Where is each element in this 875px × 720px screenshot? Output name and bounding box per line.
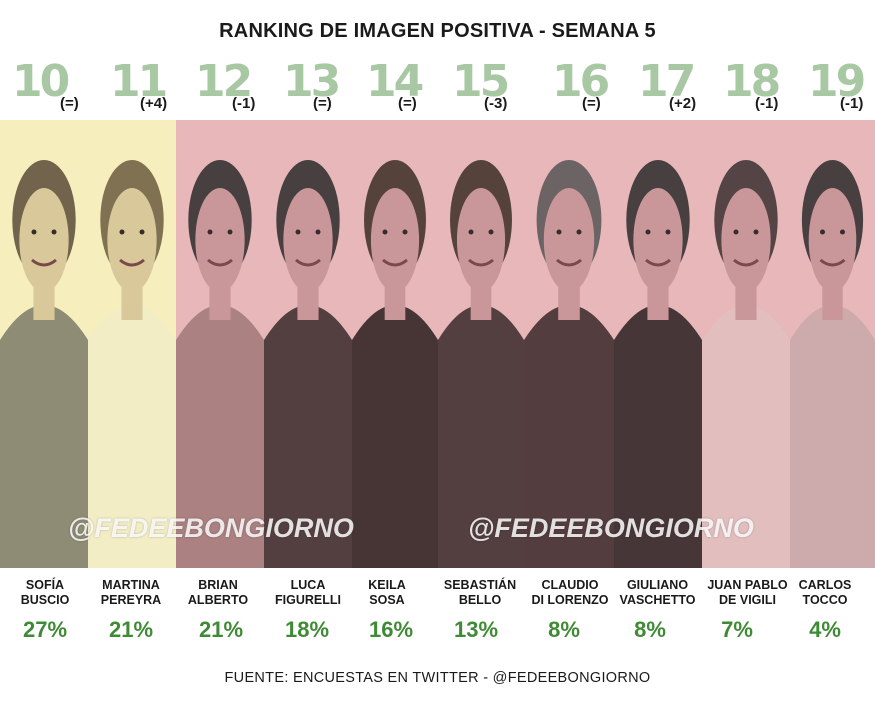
participant-last-name: DI LORENZO — [531, 593, 609, 607]
rank-number: 16 — [552, 56, 610, 107]
rank-change: (-1) — [840, 95, 864, 112]
rank-number: 17 — [638, 56, 696, 107]
participant-name: BRIAN ALBERTO — [183, 578, 253, 608]
participant-percent: 7% — [721, 617, 753, 642]
participant-photo — [352, 120, 438, 568]
watermark-right: @FEDEEBONGIORNO — [468, 513, 754, 543]
rank-number: 19 — [808, 56, 866, 107]
participant-photo — [0, 120, 88, 568]
rank-number: 14 — [366, 56, 424, 107]
participant-photo — [614, 120, 702, 568]
participant-first-name: BRIAN — [198, 578, 238, 592]
rank-change: (=) — [398, 95, 417, 112]
participant-last-name: ALBERTO — [187, 593, 249, 607]
participant-percent: 8% — [634, 617, 666, 642]
participant-last-name: DE VIGILI — [719, 593, 776, 607]
participant-percent: 8% — [548, 617, 580, 642]
rank-change: (+2) — [669, 95, 697, 112]
participant-name: JUAN PABLO DE VIGILI — [700, 578, 795, 608]
participant-photo — [88, 120, 176, 568]
participant-photo — [790, 120, 875, 568]
rank-number: 10 — [12, 56, 70, 107]
rank-number: 18 — [723, 56, 781, 107]
participant-last-name: SOSA — [369, 593, 405, 607]
participant-percent: 16% — [368, 617, 414, 642]
rank-change: (-1) — [232, 95, 256, 112]
participant-photo — [264, 120, 352, 568]
page-title: RANKING DE IMAGEN POSITIVA - SEMANA 5 — [219, 20, 656, 42]
participant-first-name: KEILA — [368, 578, 406, 592]
rank-number: 15 — [452, 56, 510, 107]
participant-first-name: CLAUDIO — [541, 578, 599, 592]
rank-change: (-3) — [484, 95, 508, 112]
participant-first-name: MARTINA — [102, 578, 160, 592]
participant-first-name: LUCA — [290, 578, 326, 592]
participant-name: LUCA FIGURELLI — [268, 578, 348, 608]
rank-change: (=) — [60, 95, 79, 112]
rank-change: (=) — [313, 95, 332, 112]
rank-change: (-1) — [755, 95, 779, 112]
participant-photo — [702, 120, 790, 568]
participant-last-name: VASCHETTO — [619, 593, 696, 607]
rank-change: (+4) — [140, 95, 168, 112]
participant-photo — [176, 120, 264, 568]
participant-last-name: TOCCO — [802, 593, 848, 607]
participant-name: SEBASTIÁN BELLO — [440, 578, 520, 608]
source-credit: FUENTE: ENCUESTAS EN TWITTER - @FEDEEBON… — [224, 670, 651, 686]
participant-first-name: GIULIANO — [626, 578, 689, 592]
watermark-left: @FEDEEBONGIORNO — [68, 513, 354, 543]
participant-percent: 21% — [108, 617, 154, 642]
participant-photo — [438, 120, 524, 568]
participant-first-name: JUAN PABLO — [707, 578, 788, 592]
participant-last-name: PEREYRA — [100, 593, 162, 607]
participant-name: SOFÍA BUSCIO — [10, 578, 80, 608]
participant-last-name: FIGURELLI — [275, 593, 341, 607]
participant-name: MARTINA PEREYRA — [96, 578, 166, 608]
participant-name: GIULIANO VASCHETTO — [615, 578, 700, 608]
participant-last-name: BELLO — [458, 593, 502, 607]
participant-name: KEILA SOSA — [352, 578, 422, 608]
participant-photo — [524, 120, 614, 568]
participant-percent: 18% — [284, 617, 330, 642]
rank-change: (=) — [582, 95, 601, 112]
participant-percent: 21% — [198, 617, 244, 642]
participant-percent: 13% — [453, 617, 499, 642]
participant-first-name: SEBASTIÁN — [443, 578, 517, 592]
rank-number: 11 — [110, 56, 168, 107]
participant-percent: 27% — [22, 617, 68, 642]
participant-first-name: SOFÍA — [25, 578, 65, 592]
participant-first-name: CARLOS — [798, 578, 852, 592]
participant-percent: 4% — [809, 617, 841, 642]
participant-name: CARLOS TOCCO — [790, 578, 860, 608]
rank-number: 13 — [283, 56, 341, 107]
rank-number: 12 — [195, 56, 253, 107]
participant-name: CLAUDIO DI LORENZO — [530, 578, 610, 608]
participant-last-name: BUSCIO — [20, 593, 70, 607]
